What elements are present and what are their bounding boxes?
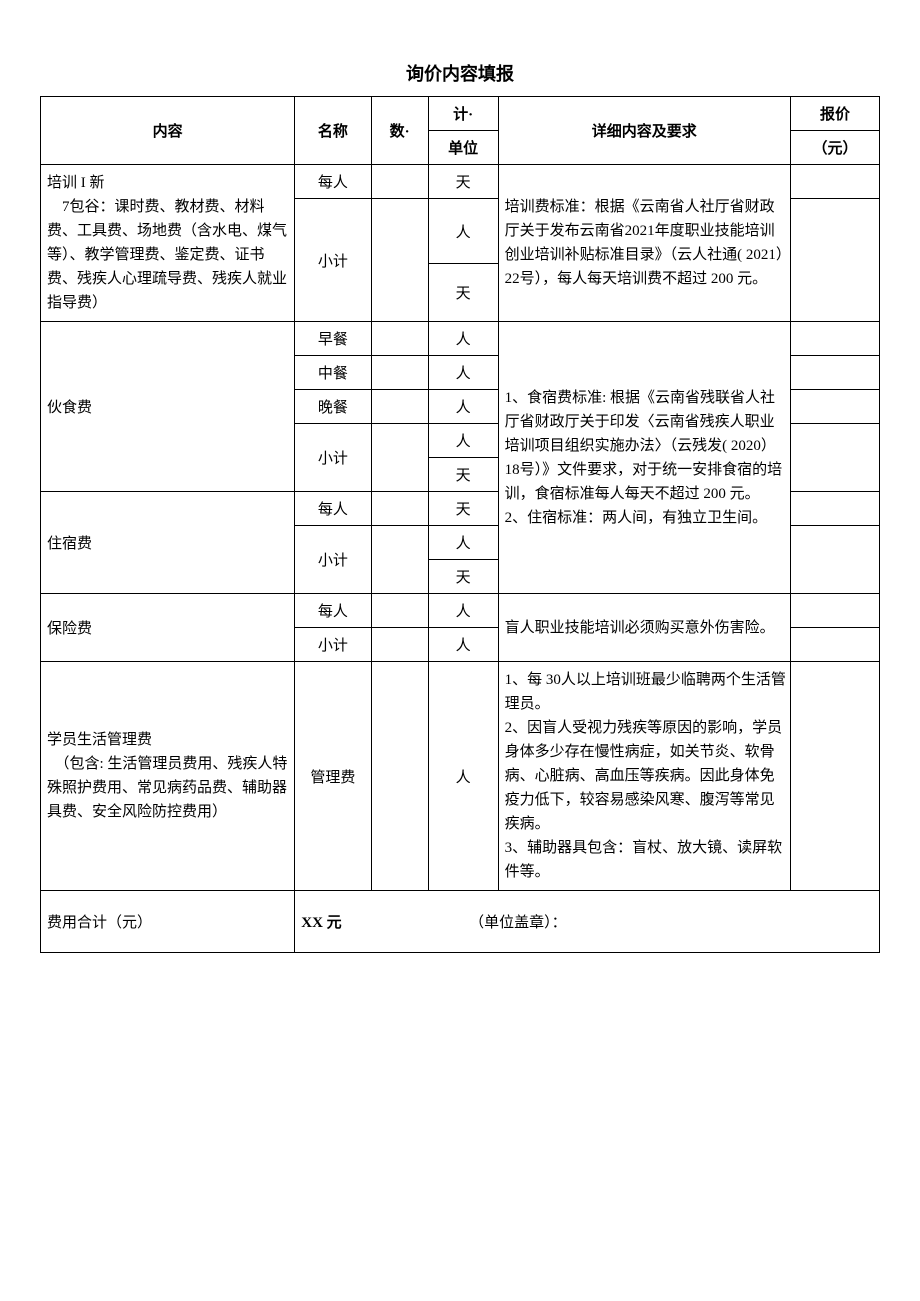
header-unit-bottom: 单位 bbox=[428, 131, 498, 165]
insurance-detail: 盲人职业技能培训必须购买意外伤害险。 bbox=[498, 594, 790, 662]
food-content: 伙食费 bbox=[41, 322, 295, 492]
food-num1[interactable] bbox=[371, 322, 428, 356]
insurance-unit1: 人 bbox=[428, 594, 498, 628]
management-num[interactable] bbox=[371, 662, 428, 891]
training-price2[interactable] bbox=[790, 199, 879, 322]
total-stamp: （单位盖章）： bbox=[469, 915, 567, 931]
training-name2: 小计 bbox=[295, 199, 371, 322]
training-line1: 培训 I 新 bbox=[47, 175, 105, 191]
food-lodging-detail: 1、食宿费标准: 根据《云南省残联省人社厅省财政厅关于印发〈云南省残疾人职业培训… bbox=[498, 322, 790, 594]
header-price-bottom: （元） bbox=[790, 131, 879, 165]
insurance-price2[interactable] bbox=[790, 628, 879, 662]
food-name1: 早餐 bbox=[295, 322, 371, 356]
food-price2[interactable] bbox=[790, 356, 879, 390]
training-price1[interactable] bbox=[790, 165, 879, 199]
insurance-num2[interactable] bbox=[371, 628, 428, 662]
management-name: 管理费 bbox=[295, 662, 371, 891]
header-detail: 详细内容及要求 bbox=[498, 97, 790, 165]
insurance-name2: 小计 bbox=[295, 628, 371, 662]
food-name4: 小计 bbox=[295, 424, 371, 492]
header-price-top: 报价 bbox=[790, 97, 879, 131]
training-rest: 7包谷：课时费、教材费、材料费、工具费、场地费（含水电、煤气等）、教学管理费、鉴… bbox=[47, 199, 287, 311]
header-name: 名称 bbox=[295, 97, 371, 165]
lodging-num2[interactable] bbox=[371, 526, 428, 594]
training-num2[interactable] bbox=[371, 199, 428, 322]
training-content: 培训 I 新 7包谷：课时费、教材费、材料费、工具费、场地费（含水电、煤气等）、… bbox=[41, 165, 295, 322]
lodging-price1[interactable] bbox=[790, 492, 879, 526]
training-name1: 每人 bbox=[295, 165, 371, 199]
lodging-name2: 小计 bbox=[295, 526, 371, 594]
food-unit4: 人 bbox=[428, 424, 498, 458]
total-cell: XX 元 （单位盖章）： bbox=[295, 891, 880, 953]
training-detail: 培训费标准：根据《云南省人社厅省财政厅关于发布云南省2021年度职业技能培训创业… bbox=[498, 165, 790, 322]
header-content: 内容 bbox=[41, 97, 295, 165]
insurance-name1: 每人 bbox=[295, 594, 371, 628]
management-price[interactable] bbox=[790, 662, 879, 891]
insurance-num1[interactable] bbox=[371, 594, 428, 628]
training-num1[interactable] bbox=[371, 165, 428, 199]
header-unit-top: 计· bbox=[428, 97, 498, 131]
lodging-unit2: 人 bbox=[428, 526, 498, 560]
insurance-price1[interactable] bbox=[790, 594, 879, 628]
management-content: 学员生活管理费 （包含: 生活管理员费用、残疾人特殊照护费用、常见病药品费、辅助… bbox=[41, 662, 295, 891]
food-unit1: 人 bbox=[428, 322, 498, 356]
total-value: XX 元 bbox=[301, 915, 341, 931]
header-num: 数· bbox=[371, 97, 428, 165]
total-label: 费用合计（元） bbox=[41, 891, 295, 953]
training-unit1: 天 bbox=[428, 165, 498, 199]
lodging-unit1: 天 bbox=[428, 492, 498, 526]
food-unit2: 人 bbox=[428, 356, 498, 390]
food-name2: 中餐 bbox=[295, 356, 371, 390]
food-name3: 晚餐 bbox=[295, 390, 371, 424]
management-unit: 人 bbox=[428, 662, 498, 891]
food-price3[interactable] bbox=[790, 390, 879, 424]
food-num3[interactable] bbox=[371, 390, 428, 424]
food-unit5: 天 bbox=[428, 458, 498, 492]
food-num4[interactable] bbox=[371, 424, 428, 492]
training-unit3: 天 bbox=[428, 264, 498, 322]
food-price4[interactable] bbox=[790, 424, 879, 492]
lodging-name1: 每人 bbox=[295, 492, 371, 526]
food-price1[interactable] bbox=[790, 322, 879, 356]
lodging-content: 住宿费 bbox=[41, 492, 295, 594]
quote-table: 内容 名称 数· 计· 详细内容及要求 报价 单位 （元） 培训 I 新 7包谷… bbox=[40, 96, 880, 953]
training-unit2: 人 bbox=[428, 199, 498, 264]
lodging-price2[interactable] bbox=[790, 526, 879, 594]
insurance-unit2: 人 bbox=[428, 628, 498, 662]
lodging-unit3: 天 bbox=[428, 560, 498, 594]
food-num2[interactable] bbox=[371, 356, 428, 390]
page-title: 询价内容填报 bbox=[40, 60, 880, 86]
food-unit3: 人 bbox=[428, 390, 498, 424]
management-detail: 1、每 30人以上培训班最少临聘两个生活管理员。 2、因盲人受视力残疾等原因的影… bbox=[498, 662, 790, 891]
insurance-content: 保险费 bbox=[41, 594, 295, 662]
lodging-num1[interactable] bbox=[371, 492, 428, 526]
